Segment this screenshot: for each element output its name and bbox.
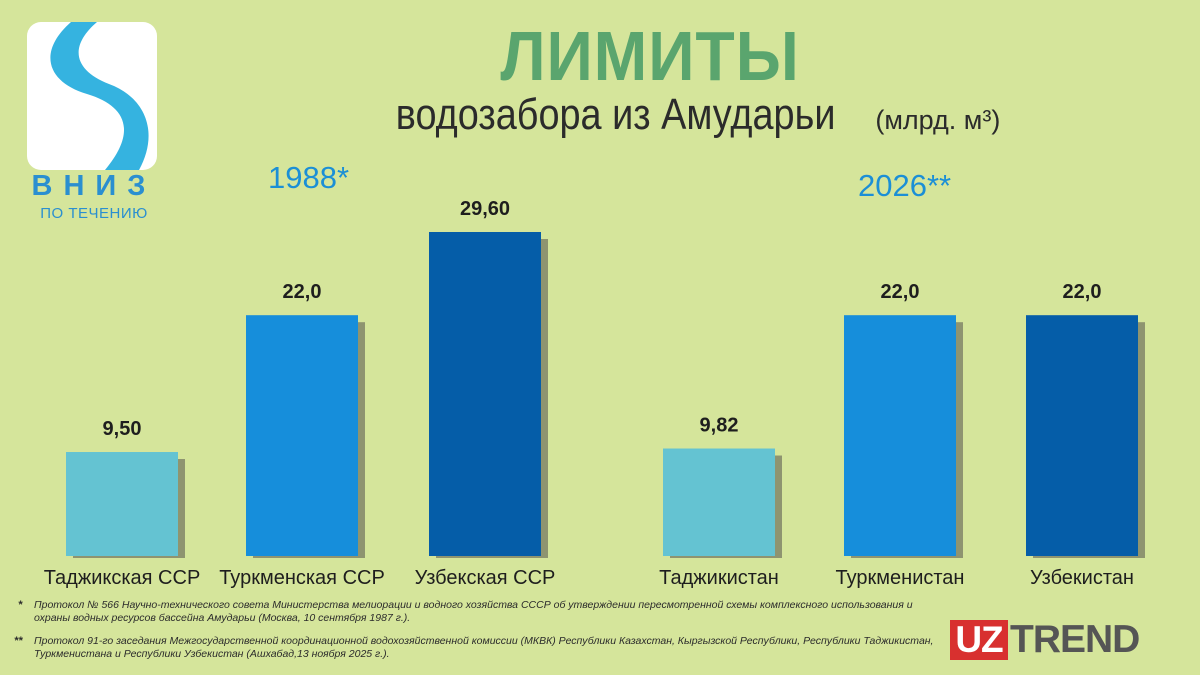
page-subtitle: водозабора из Амударьи: [395, 90, 836, 139]
footnote-2-mark: **: [14, 635, 23, 647]
bar-value-label: 9,50: [103, 418, 142, 440]
year-label-1988: 1988*: [268, 160, 350, 195]
page-title: ЛИМИТЫ: [500, 17, 800, 95]
bar-value-label: 22,0: [881, 281, 920, 303]
unit-label: (млрд. м³): [875, 105, 1001, 135]
bar: [844, 315, 956, 556]
bar-chart: 9,50 Таджикская ССР 22,0 Туркменская ССР 29,…: [44, 198, 1145, 589]
category-label: Узбекская ССР: [415, 567, 556, 589]
publisher-logo-trend: TREND: [1010, 618, 1140, 661]
logo-river-icon: [27, 22, 157, 170]
category-label: Таджикистан: [659, 567, 779, 589]
bar: [1026, 315, 1138, 556]
footnote-2: ** Протокол 91-го заседания Межгосударст…: [14, 635, 934, 661]
category-label: Узбекистан: [1030, 567, 1134, 589]
category-label: Таджикская ССР: [44, 567, 201, 589]
publisher-logo-uz: UZ: [950, 620, 1008, 660]
subtitle-row: водозабора из Амударьи (млрд. м³): [300, 90, 1060, 140]
category-label: Туркменская ССР: [219, 567, 385, 589]
bar-value-label: 9,82: [700, 415, 739, 437]
logo-brand-text: ВНИЗ: [31, 170, 157, 202]
footnote-1-mark: *: [18, 599, 23, 611]
bar-value-label: 22,0: [283, 281, 322, 303]
bar: [66, 452, 178, 556]
category-label: Туркменистан: [836, 567, 965, 589]
footnote-2-text: Протокол 91-го заседания Межгосударствен…: [34, 635, 934, 660]
year-label-2026: 2026**: [858, 168, 952, 203]
footnote-1: * Протокол № 566 Научно-технического сов…: [18, 599, 918, 625]
footnote-1-text: Протокол № 566 Научно-технического совет…: [34, 599, 913, 624]
bar: [663, 448, 775, 556]
bar-value-label: 22,0: [1063, 281, 1102, 303]
bar: [429, 232, 541, 556]
bar: [246, 315, 358, 556]
bar-value-label: 29,60: [460, 198, 510, 220]
logo-subtitle-text: ПО ТЕЧЕНИЮ: [40, 205, 148, 222]
